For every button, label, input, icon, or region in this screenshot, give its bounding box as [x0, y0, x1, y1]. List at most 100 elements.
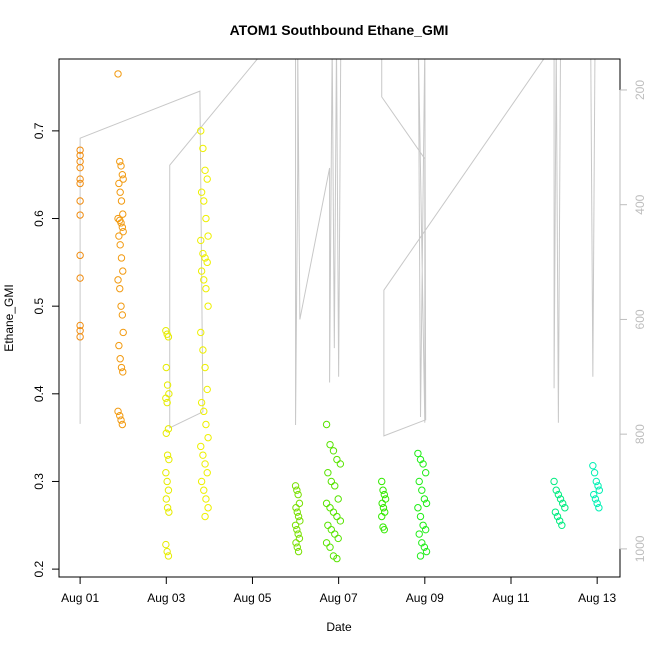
point: [204, 433, 212, 442]
point: [202, 495, 210, 503]
point: [333, 455, 341, 464]
point: [595, 504, 603, 512]
point: [378, 477, 386, 486]
point: [322, 499, 331, 508]
point: [116, 284, 124, 293]
point: [114, 70, 122, 78]
point: [197, 127, 205, 135]
y2-tick-label: 600: [633, 309, 647, 329]
point: [294, 547, 303, 556]
point: [204, 504, 212, 512]
point: [420, 495, 429, 503]
point: [201, 363, 209, 372]
point: [163, 398, 171, 407]
y2-tick-label: 200: [633, 80, 647, 100]
point: [197, 267, 206, 275]
point: [76, 274, 84, 282]
point: [203, 175, 211, 183]
x-tick-label: Aug 07: [320, 591, 358, 605]
y2-tick-label: 800: [633, 424, 647, 444]
point: [327, 477, 336, 486]
point: [322, 420, 331, 429]
point: [322, 539, 331, 547]
point: [204, 302, 212, 310]
point: [329, 447, 338, 455]
point: [594, 482, 602, 490]
point: [163, 451, 172, 459]
point: [76, 333, 84, 341]
point: [379, 504, 388, 512]
point: [117, 416, 125, 424]
point: [197, 188, 206, 196]
point: [589, 461, 597, 470]
point: [416, 512, 425, 521]
point: [334, 495, 342, 503]
point: [422, 547, 431, 556]
point: [550, 477, 558, 486]
point: [117, 219, 125, 227]
point: [200, 197, 208, 205]
point: [590, 468, 599, 477]
point: [119, 368, 127, 376]
x-tick-label: Aug 01: [61, 591, 99, 605]
point: [164, 333, 173, 341]
point: [561, 504, 569, 512]
point: [197, 398, 206, 407]
point: [119, 227, 127, 236]
point: [421, 468, 430, 477]
point: [414, 449, 422, 458]
point: [334, 534, 342, 543]
point: [197, 328, 205, 337]
point: [114, 407, 122, 416]
point: [555, 517, 564, 525]
point: [204, 232, 212, 240]
point: [420, 543, 429, 551]
point: [291, 482, 300, 490]
point: [416, 552, 425, 560]
y2-tick-label: 1000: [633, 535, 647, 562]
point: [590, 490, 598, 499]
point: [76, 146, 84, 154]
pressure-line: [79, 59, 596, 437]
point: [76, 321, 84, 330]
point: [336, 517, 345, 525]
point: [324, 468, 332, 477]
point: [119, 175, 127, 183]
point: [379, 486, 387, 494]
point: [295, 499, 304, 508]
point: [296, 517, 304, 525]
point: [414, 504, 422, 512]
point: [162, 327, 170, 335]
y2-tick-label: 400: [633, 194, 647, 214]
point: [294, 530, 302, 538]
point: [115, 341, 123, 350]
point: [331, 530, 339, 538]
point: [119, 210, 127, 218]
point: [76, 251, 84, 260]
point: [163, 504, 172, 512]
point: [162, 429, 170, 437]
point: [553, 512, 562, 521]
point: [293, 525, 301, 534]
point: [117, 197, 126, 205]
point: [336, 460, 345, 468]
y-tick-label: 0.2: [32, 560, 46, 577]
point: [163, 381, 172, 389]
point: [117, 254, 126, 262]
point: [197, 477, 206, 486]
point: [331, 482, 339, 490]
point: [381, 495, 390, 503]
point: [592, 477, 601, 486]
point: [199, 451, 207, 459]
point: [551, 508, 560, 516]
point: [292, 504, 300, 512]
point: [326, 504, 334, 512]
point: [201, 512, 209, 521]
point: [164, 486, 173, 494]
point: [202, 284, 210, 293]
point: [164, 552, 173, 560]
point: [117, 363, 126, 372]
point: [421, 525, 430, 534]
point: [197, 236, 205, 245]
point: [202, 214, 210, 223]
